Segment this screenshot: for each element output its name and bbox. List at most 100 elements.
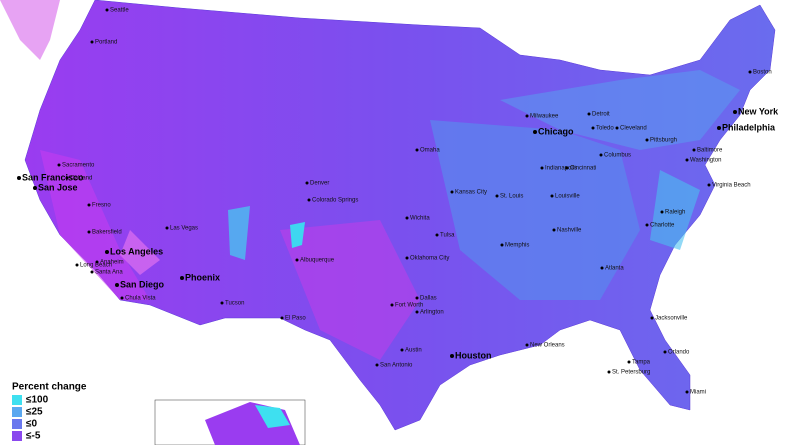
city-dot (65, 176, 69, 180)
city-label: Tampa (632, 360, 651, 366)
city-label: Portland (95, 40, 117, 46)
city-label: New Orleans (530, 343, 565, 349)
city-dot (565, 166, 569, 170)
city-dot (733, 110, 737, 114)
region (0, 0, 60, 60)
city-label: Los Angeles (110, 246, 163, 256)
city-label: Oakland (70, 176, 92, 182)
city-dot (600, 266, 604, 270)
city-label: Colorado Springs (312, 198, 358, 204)
city-dot (650, 316, 654, 320)
city-dot (500, 243, 504, 247)
alaska-region (255, 405, 290, 428)
city-label: Sacramento (62, 163, 95, 169)
city-label: Wichita (410, 216, 430, 222)
city-label: Bakersfield (92, 230, 122, 236)
city-label: San Jose (38, 182, 78, 192)
city-dot (390, 303, 394, 307)
city-dot (405, 256, 409, 260)
city-label: Orlando (668, 350, 690, 356)
city-label: Toledo (596, 126, 614, 132)
legend-label: ≤100 (26, 395, 49, 406)
city-label: Phoenix (185, 272, 220, 282)
city-label: Baltimore (697, 148, 723, 154)
city-dot (180, 276, 184, 280)
legend: Percent change ≤100≤25≤0≤-5 (12, 382, 87, 442)
city-label: Boston (753, 70, 772, 76)
city-label: Kansas City (455, 190, 487, 196)
legend-label: ≤-5 (26, 431, 41, 442)
city-label: Arlington (420, 310, 444, 316)
city-dot (307, 198, 311, 202)
city-dot (17, 176, 21, 180)
city-dot (450, 190, 454, 194)
legend-swatch (12, 431, 22, 441)
city-dot (105, 250, 109, 254)
city-label: San Diego (120, 279, 165, 289)
city-label: Miami (690, 390, 706, 396)
legend-title: Percent change (12, 382, 87, 393)
city-label: Nashville (557, 228, 582, 234)
city-dot (95, 260, 99, 264)
city-dot (435, 233, 439, 237)
city-label: Raleigh (665, 210, 685, 216)
city-label: Memphis (505, 243, 529, 249)
city-dot (305, 181, 309, 185)
city-label: Chicago (538, 126, 574, 136)
city-dot (660, 210, 664, 214)
city-label: Tulsa (440, 233, 455, 239)
city-label: St. Petersburg (612, 370, 650, 376)
city-label: Seattle (110, 8, 129, 14)
city-dot (615, 126, 619, 130)
legend-label: ≤0 (26, 419, 37, 430)
city-label: St. Louis (500, 194, 523, 200)
city-dot (415, 148, 419, 152)
city-dot (295, 258, 299, 262)
city-label: Detroit (592, 112, 610, 118)
city-dot (90, 40, 94, 44)
city-label: Louisville (555, 194, 580, 200)
city-label: Santa Ana (95, 270, 123, 276)
city-dot (685, 158, 689, 162)
city-dot (87, 230, 91, 234)
region (650, 170, 700, 250)
city-dot (707, 183, 711, 187)
city-label: New York (738, 106, 779, 116)
city-label: Albuquerque (300, 258, 335, 264)
city-label: Dallas (420, 296, 437, 302)
city-dot (663, 350, 667, 354)
city-label: El Paso (285, 316, 306, 322)
city-dot (87, 203, 91, 207)
city-dot (75, 263, 79, 267)
region (40, 150, 150, 300)
city-label: Milwaukee (530, 114, 559, 120)
city-dot (587, 112, 591, 116)
city-label: Tucson (225, 301, 244, 307)
city-dot (280, 316, 284, 320)
city-dot (525, 343, 529, 347)
city-label: Virginia Beach (712, 183, 751, 189)
city-dot (525, 114, 529, 118)
city-label: Chula Vista (125, 296, 156, 302)
city-dot (645, 223, 649, 227)
city-label: Long Beach (80, 263, 112, 269)
city-dot (415, 296, 419, 300)
city-dot (115, 283, 119, 287)
city-label: Philadelphia (722, 122, 776, 132)
region (290, 222, 305, 248)
city-dot (685, 390, 689, 394)
city-dot (165, 226, 169, 230)
city-dot (405, 216, 409, 220)
city-label: Omaha (420, 148, 440, 154)
city-label: Indianapolis (545, 166, 577, 172)
city-dot (607, 370, 611, 374)
city-label: Atlanta (605, 266, 624, 272)
city-dot (120, 296, 124, 300)
city-dot (375, 363, 379, 367)
city-label: Denver (310, 181, 329, 187)
city-dot (105, 8, 109, 12)
city-label: Jacksonville (655, 316, 688, 322)
city-dot (33, 186, 37, 190)
city-dot (57, 163, 61, 167)
city-dot (495, 194, 499, 198)
